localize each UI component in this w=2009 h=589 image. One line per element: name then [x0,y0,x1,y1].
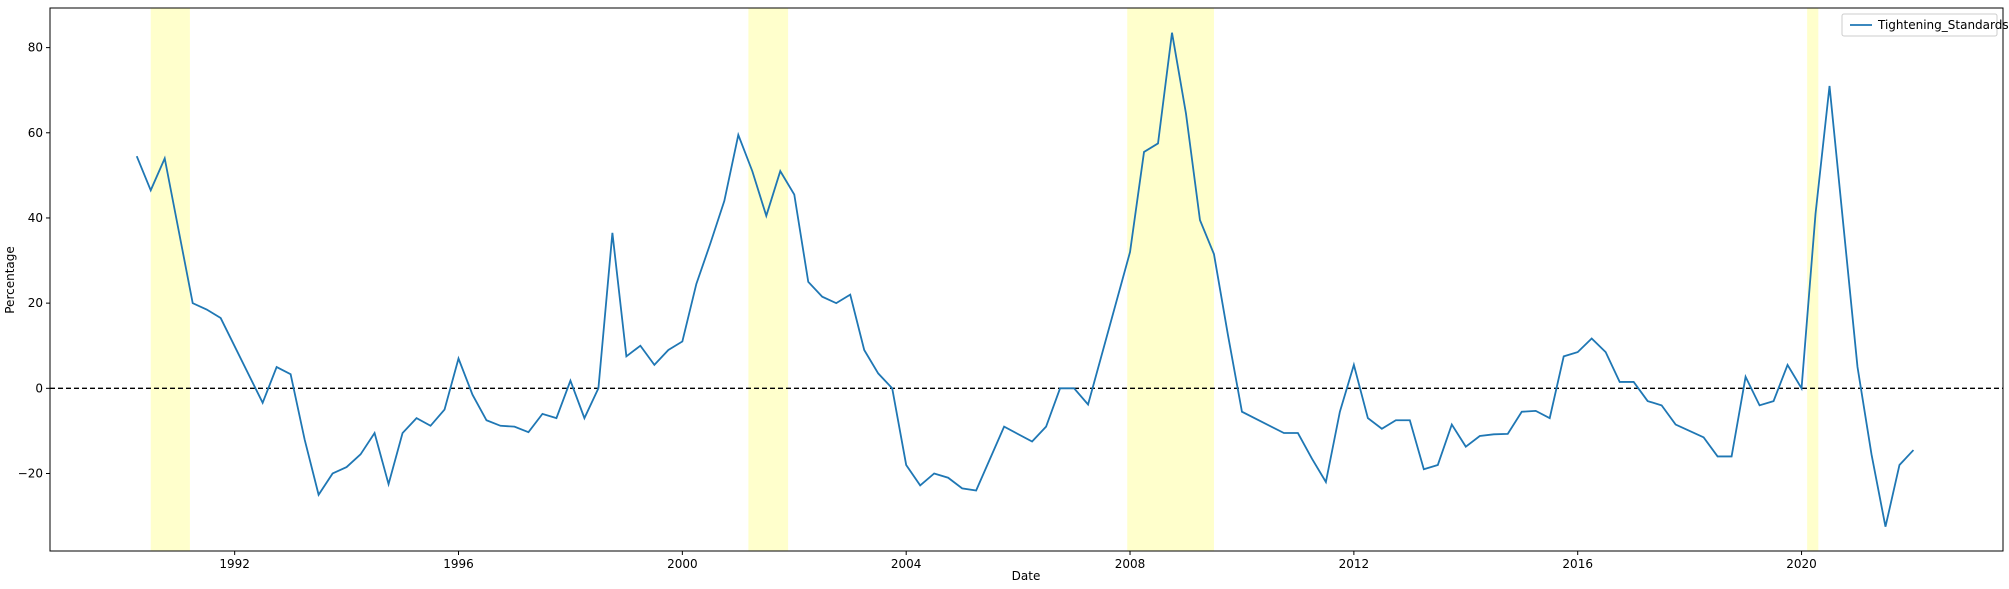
plot-frame [49,7,2004,552]
shaded-region [150,8,190,551]
y-tick-label: −20 [18,466,43,480]
x-tick-label: 2008 [1115,557,1146,571]
x-axis-label: Date [1012,569,1041,583]
x-tick-label: 1992 [219,557,250,571]
legend-box [1841,13,1998,37]
legend-label: Tightening_Standards [1877,18,2009,32]
x-tick-label: 2000 [667,557,698,571]
y-tick-label: 80 [28,41,43,55]
x-tick-label: 1996 [443,557,474,571]
legend: Tightening_Standards [1841,13,2009,37]
y-tick-label: 0 [35,381,43,395]
y-tick-label: 40 [28,211,43,225]
y-tick-label: 60 [28,126,43,140]
data-line [135,32,1915,527]
y-axis-label: Percentage [3,246,17,314]
shaded-region [1807,8,1819,551]
x-tick-label: 2012 [1339,557,1370,571]
x-tick-label: 2016 [1562,557,1593,571]
x-tick-label: 2004 [891,557,922,571]
x-tick-label: 2020 [1786,557,1817,571]
y-tick-label: 20 [28,296,43,310]
shaded-region [748,8,789,551]
shaded-region [1127,8,1214,551]
